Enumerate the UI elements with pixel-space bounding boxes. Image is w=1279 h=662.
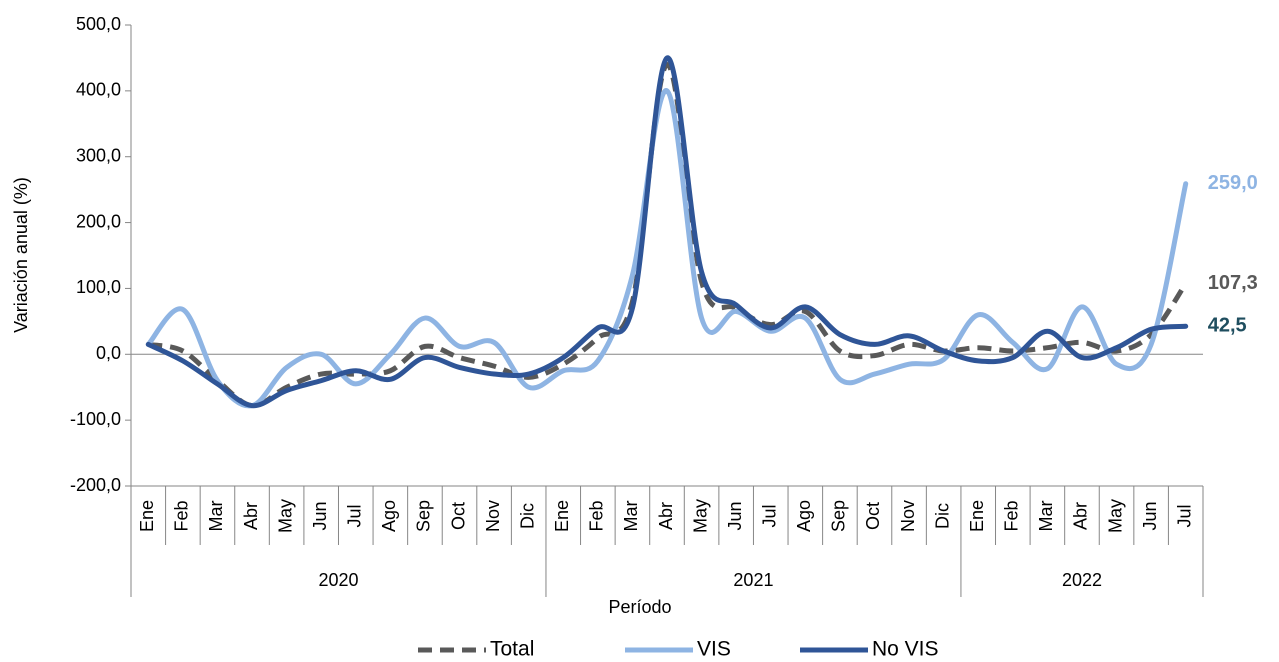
y-tick-label: -100,0 [70, 409, 121, 429]
series-line [147, 62, 1188, 409]
x-tick-label: Nov [483, 500, 503, 532]
x-tick-label: Abr [241, 502, 261, 530]
value-label: 259,0 [1208, 172, 1258, 194]
group-label: 2020 [318, 570, 358, 590]
y-tick-label: 200,0 [76, 211, 121, 231]
value-label: 107,3 [1208, 272, 1258, 294]
x-tick-label: May [690, 499, 710, 533]
y-tick-label: -200,0 [70, 475, 121, 495]
x-tick-label: Ago [379, 500, 399, 532]
x-tick-label: Jul [1174, 504, 1194, 527]
group-label: 2022 [1062, 570, 1102, 590]
x-tick-label: Feb [1002, 500, 1022, 531]
y-tick-label: 500,0 [76, 14, 121, 34]
y-tick-label: 300,0 [76, 145, 121, 165]
x-tick-label: Abr [1071, 502, 1091, 530]
x-tick-label: Ene [967, 500, 987, 532]
value-label: 42,5 [1208, 315, 1247, 337]
x-tick-label: Ago [794, 500, 814, 532]
x-axis-title: Período [608, 597, 671, 617]
x-tick-label: Jun [310, 501, 330, 530]
x-tick-label: Nov [898, 500, 918, 532]
series-line [145, 88, 1189, 409]
legend-label: VIS [697, 638, 731, 661]
x-tick-label: Jun [1140, 501, 1160, 530]
y-tick-label: 400,0 [76, 80, 121, 100]
legend-label: Total [490, 638, 534, 661]
x-tick-label: Sep [829, 500, 849, 532]
x-tick-label: Oct [863, 502, 883, 530]
x-tick-label: Abr [656, 502, 676, 530]
legend-label: No VIS [872, 638, 939, 661]
y-axis-title: Variación anual (%) [11, 177, 31, 333]
y-tick-label: 0,0 [96, 343, 121, 363]
x-tick-label: Dic [517, 503, 537, 529]
x-tick-label: Oct [448, 502, 468, 530]
series-line [145, 55, 1189, 409]
x-tick-label: Jul [759, 504, 779, 527]
x-tick-label: May [1105, 499, 1125, 533]
x-tick-label: Feb [587, 500, 607, 531]
x-tick-label: Sep [414, 500, 434, 532]
x-tick-label: Feb [172, 500, 192, 531]
group-label: 2021 [733, 570, 773, 590]
x-tick-label: Mar [621, 500, 641, 531]
x-tick-label: Mar [206, 500, 226, 531]
x-tick-label: Ene [137, 500, 157, 532]
x-tick-label: Dic [932, 503, 952, 529]
x-tick-label: Ene [552, 500, 572, 532]
x-tick-label: May [275, 499, 295, 533]
x-tick-label: Jun [725, 501, 745, 530]
x-tick-label: Mar [1036, 500, 1056, 531]
y-tick-label: 100,0 [76, 277, 121, 297]
x-tick-label: Jul [345, 504, 365, 527]
